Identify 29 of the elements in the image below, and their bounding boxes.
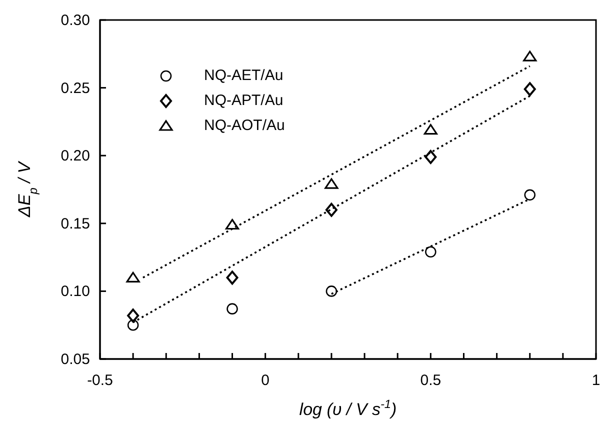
point — [524, 82, 536, 96]
x-tick-label: 0 — [261, 372, 270, 389]
point — [326, 286, 338, 297]
point — [424, 150, 437, 164]
point — [325, 202, 338, 217]
legend-label: NQ-AOT/Au — [204, 117, 285, 134]
y-tick-label: 0.25 — [60, 80, 90, 97]
point — [226, 270, 238, 285]
point — [127, 308, 140, 323]
point — [126, 272, 140, 282]
legend-label: NQ-AET/Au — [204, 67, 284, 84]
point — [127, 319, 139, 331]
point — [324, 178, 338, 189]
y-tick-label: 0.20 — [60, 148, 90, 165]
x-tick-label: 1 — [592, 372, 600, 389]
y-tick-label: 0.10 — [60, 283, 90, 300]
point — [523, 50, 537, 62]
x-axis-title: log (υ / V s$^{-1}$) — [299, 397, 397, 419]
point — [424, 124, 438, 135]
point — [524, 189, 536, 201]
x-tick-label: 0.5 — [420, 372, 442, 389]
point — [425, 246, 436, 258]
x-tick-label: -0.5 — [87, 372, 113, 389]
y-tick-label: 0.15 — [60, 215, 90, 232]
y-tick-label: 0.30 — [60, 12, 90, 29]
y-tick-label: 0.05 — [60, 351, 90, 368]
point — [226, 303, 238, 314]
point — [225, 218, 240, 230]
legend-label: NQ-APT/Au — [204, 92, 284, 109]
